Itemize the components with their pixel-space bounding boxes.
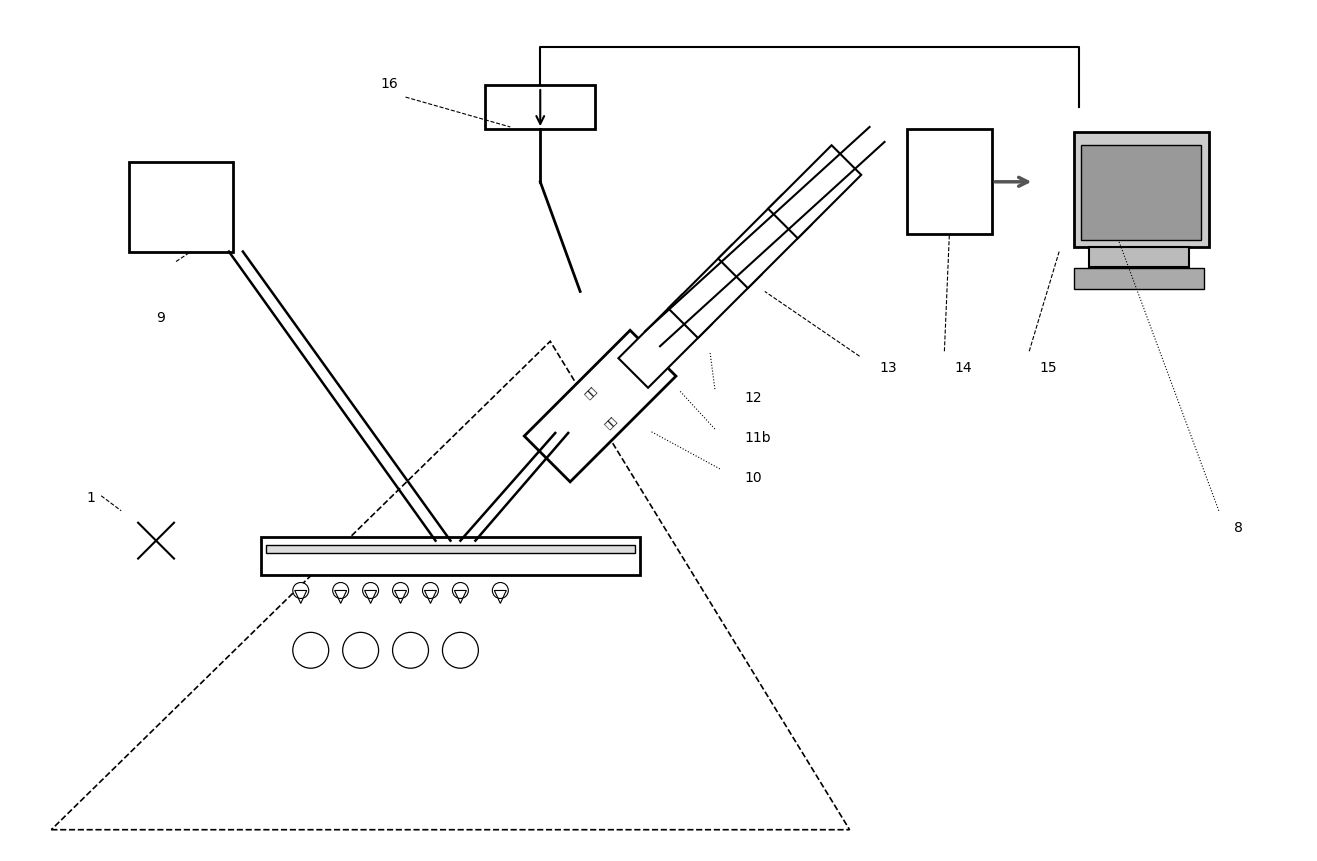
Text: 晶体: 晶体 [602,413,618,430]
Circle shape [423,583,439,598]
Bar [266,545,635,553]
Circle shape [342,633,378,668]
Text: 8: 8 [1234,520,1243,534]
Text: 10: 10 [745,470,763,484]
Circle shape [362,583,378,598]
Text: 11b: 11b [745,430,772,444]
Text: 电光: 电光 [582,384,598,400]
Circle shape [392,633,428,668]
Bar [907,130,992,235]
Bar [486,85,595,130]
Polygon shape [619,295,711,388]
Text: 1: 1 [86,490,95,505]
Text: 15: 15 [1039,361,1056,375]
Circle shape [493,583,508,598]
Circle shape [292,633,329,668]
Circle shape [392,583,408,598]
Circle shape [443,633,478,668]
Text: 14: 14 [955,361,972,375]
Text: 16: 16 [381,77,398,91]
Circle shape [453,583,469,598]
Circle shape [333,583,349,598]
Text: 12: 12 [745,391,763,405]
Polygon shape [668,245,761,338]
Polygon shape [129,163,233,252]
Circle shape [292,583,308,598]
Polygon shape [768,146,861,239]
Text: 13: 13 [880,361,897,375]
Polygon shape [524,331,676,482]
Bar [1075,269,1204,290]
Bar [261,537,640,575]
Bar [1081,146,1201,240]
Bar [1075,133,1209,247]
Bar [1089,247,1189,267]
Polygon shape [718,195,811,288]
Text: 9: 9 [155,311,165,325]
